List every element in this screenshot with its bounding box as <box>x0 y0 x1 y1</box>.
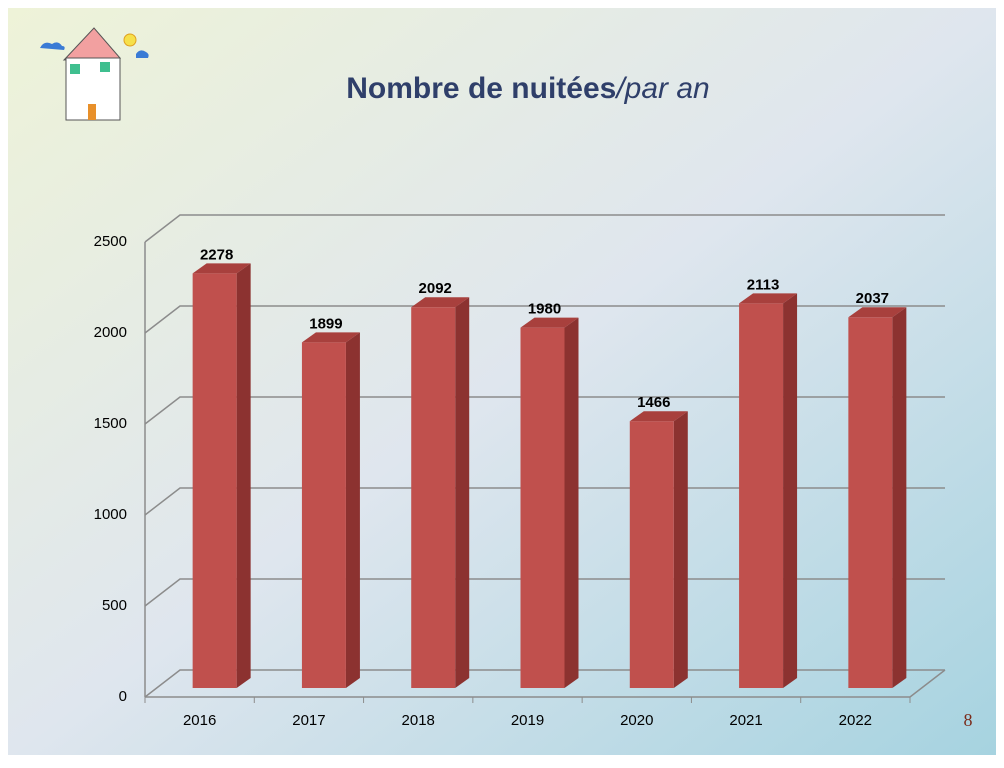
bar <box>302 342 346 688</box>
bar <box>739 303 783 688</box>
data-label: 1980 <box>528 301 561 318</box>
bar-side <box>565 318 579 688</box>
bar-side <box>892 307 906 688</box>
title-suffix: /par an <box>614 72 709 105</box>
y-tick-label: 2500 <box>94 233 127 250</box>
y-tick-label: 500 <box>102 597 127 614</box>
data-label: 1466 <box>637 394 670 411</box>
background <box>8 8 996 755</box>
data-label: 1899 <box>309 315 342 332</box>
title-main: Nombre de nuitées <box>346 72 616 105</box>
bar-side <box>674 411 688 688</box>
bar <box>193 273 237 688</box>
bar-side <box>237 263 251 688</box>
data-label: 2092 <box>419 280 452 297</box>
y-tick-label: 0 <box>119 688 127 705</box>
x-tick-label: 2018 <box>402 712 435 729</box>
y-tick-label: 2000 <box>94 324 127 341</box>
data-label: 2037 <box>856 290 889 307</box>
bar <box>848 317 892 688</box>
x-tick-label: 2020 <box>620 712 653 729</box>
bar <box>521 328 565 688</box>
bar-side <box>783 293 797 688</box>
bar <box>630 421 674 688</box>
page: Nombre de nuitées/par an 8 0 500 1000 1500 2… <box>0 0 1004 768</box>
chart-title: Nombre de nuitées/par an <box>346 72 709 105</box>
x-tick-label: 2021 <box>729 712 762 729</box>
x-tick-label: 2017 <box>292 712 325 729</box>
x-tick-label: 2022 <box>839 712 872 729</box>
bar-side <box>455 297 469 688</box>
bar-side <box>346 332 360 688</box>
data-label: 2113 <box>747 276 780 293</box>
bar <box>411 307 455 688</box>
page-number: 8 <box>964 710 973 730</box>
x-tick-label: 2019 <box>511 712 544 729</box>
y-tick-label: 1000 <box>94 506 127 523</box>
x-tick-label: 2016 <box>183 712 216 729</box>
data-label: 2278 <box>200 246 233 263</box>
y-tick-label: 1500 <box>94 415 127 432</box>
slide: Nombre de nuitées/par an 8 0 500 1000 1500 2… <box>0 0 1004 763</box>
